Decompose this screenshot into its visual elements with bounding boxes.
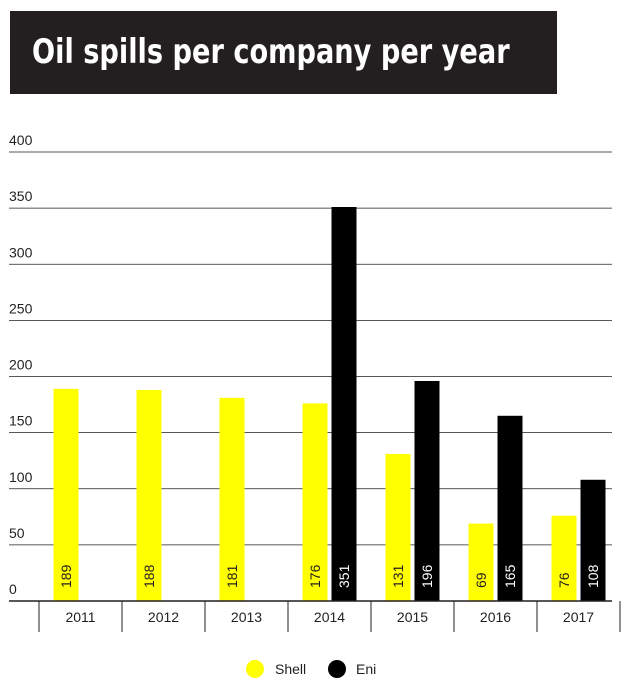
legend-swatch-shell xyxy=(246,660,264,678)
chart-title-box: Oil spills per company per year xyxy=(10,11,557,94)
data-label: 76 xyxy=(556,572,572,588)
y-tick-label: 0 xyxy=(9,581,17,597)
bars: 189 188 181 176 351 131 196 69 165 76 108 xyxy=(53,207,606,601)
data-label: 108 xyxy=(585,564,601,588)
x-tick-label: 2017 xyxy=(563,609,594,625)
bar-eni-2014 xyxy=(331,207,357,601)
x-axis: 2011 2012 2013 2014 2015 2016 2017 xyxy=(9,600,621,632)
bar-shell-2011 xyxy=(53,388,79,601)
data-label: 131 xyxy=(390,564,406,588)
data-label: 176 xyxy=(307,564,323,588)
x-tick-label: 2011 xyxy=(65,609,95,625)
data-label: 181 xyxy=(224,564,240,588)
legend-label-eni: Eni xyxy=(356,661,376,677)
y-tick-label: 350 xyxy=(9,188,33,204)
legend-label-shell: Shell xyxy=(275,661,306,677)
x-tick-label: 2012 xyxy=(148,609,179,625)
data-label: 69 xyxy=(473,572,489,588)
x-tick-label: 2014 xyxy=(314,609,345,625)
y-tick-label: 200 xyxy=(9,357,33,373)
chart-title: Oil spills per company per year xyxy=(32,32,510,72)
y-tick-label: 50 xyxy=(9,525,25,541)
legend-swatch-eni xyxy=(328,660,346,678)
data-label: 188 xyxy=(141,564,157,588)
bar-eni-2016 xyxy=(497,415,523,601)
y-tick-label: 400 xyxy=(9,132,33,148)
data-label: 196 xyxy=(419,564,435,588)
legend: Shell Eni xyxy=(246,660,376,678)
bar-eni-2017 xyxy=(580,479,606,601)
bar-shell-2014 xyxy=(302,403,328,601)
bar-eni-2015 xyxy=(414,380,440,601)
bar-shell-2012 xyxy=(136,389,162,601)
y-tick-label: 250 xyxy=(9,300,33,316)
bar-shell-2016 xyxy=(468,523,494,601)
bar-shell-2013 xyxy=(219,397,245,601)
data-label: 189 xyxy=(58,564,74,588)
y-tick-label: 100 xyxy=(9,469,33,485)
y-tick-label: 300 xyxy=(9,244,33,260)
x-tick-label: 2015 xyxy=(397,609,428,625)
bar-shell-2015 xyxy=(385,453,411,601)
x-tick-label: 2016 xyxy=(480,609,511,625)
y-tick-label: 150 xyxy=(9,413,33,429)
data-label: 351 xyxy=(336,564,352,588)
bar-shell-2017 xyxy=(551,515,577,601)
data-label: 165 xyxy=(502,564,518,588)
x-tick-label: 2013 xyxy=(231,609,262,625)
